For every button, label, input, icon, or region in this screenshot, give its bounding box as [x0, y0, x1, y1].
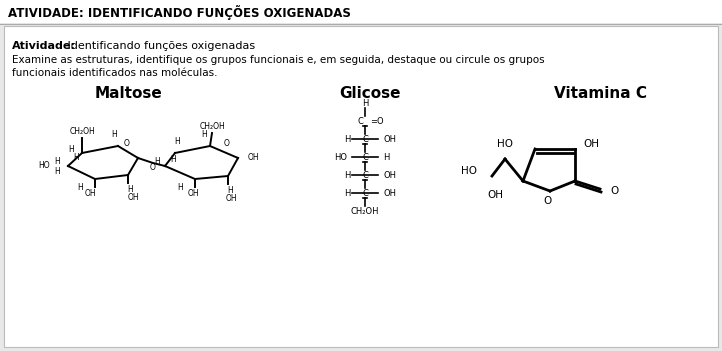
- Text: H: H: [344, 134, 350, 144]
- Text: OH: OH: [84, 189, 96, 198]
- Text: H: H: [127, 185, 133, 194]
- Text: O: O: [544, 196, 552, 206]
- Text: C: C: [362, 171, 368, 179]
- Text: H: H: [227, 186, 233, 195]
- Text: O: O: [124, 139, 130, 147]
- Text: funcionais identificados nas moléculas.: funcionais identificados nas moléculas.: [12, 68, 217, 78]
- Text: CH₂OH: CH₂OH: [69, 127, 95, 136]
- Text: O: O: [150, 164, 156, 172]
- Text: CH₂OH: CH₂OH: [351, 206, 379, 216]
- Text: OH: OH: [225, 194, 237, 203]
- Text: H: H: [73, 153, 79, 163]
- Text: H: H: [54, 157, 60, 166]
- Text: HO: HO: [334, 152, 347, 161]
- Text: =O: =O: [370, 117, 383, 126]
- Text: H: H: [170, 154, 175, 164]
- Text: HO: HO: [38, 161, 50, 171]
- Text: H: H: [383, 152, 389, 161]
- Text: H: H: [111, 130, 117, 139]
- Text: Atividade:: Atividade:: [12, 41, 76, 51]
- Text: H: H: [69, 146, 74, 154]
- Text: C: C: [362, 152, 368, 161]
- Text: O: O: [224, 139, 230, 147]
- Text: Glicose: Glicose: [339, 86, 401, 101]
- Text: H: H: [201, 130, 207, 139]
- Text: H: H: [177, 183, 183, 192]
- Text: H: H: [77, 183, 83, 192]
- Text: ATIVIDADE: IDENTIFICANDO FUNÇÕES OXIGENADAS: ATIVIDADE: IDENTIFICANDO FUNÇÕES OXIGENA…: [8, 5, 351, 20]
- Bar: [0, 0, 722, 23]
- Text: C: C: [362, 188, 368, 198]
- Text: H: H: [174, 137, 180, 146]
- Text: HO: HO: [497, 139, 513, 149]
- Text: OH: OH: [487, 190, 503, 200]
- Text: OH: OH: [248, 153, 260, 163]
- Text: H: H: [155, 157, 160, 166]
- Text: OH: OH: [187, 189, 199, 198]
- Text: O: O: [610, 186, 618, 196]
- Text: OH: OH: [583, 139, 599, 149]
- Text: Maltose: Maltose: [94, 86, 162, 101]
- Text: Vitamina C: Vitamina C: [554, 86, 646, 101]
- Text: H: H: [344, 171, 350, 179]
- Text: H: H: [54, 166, 60, 176]
- Text: OH: OH: [383, 188, 396, 198]
- Text: CH₂OH: CH₂OH: [199, 122, 225, 131]
- Text: C: C: [357, 117, 363, 126]
- Text: H: H: [344, 188, 350, 198]
- Text: OH: OH: [127, 193, 139, 202]
- Text: OH: OH: [383, 171, 396, 179]
- Text: Examine as estruturas, identifique os grupos funcionais e, em seguida, destaque : Examine as estruturas, identifique os gr…: [12, 55, 544, 65]
- Text: HO: HO: [461, 166, 477, 176]
- Text: C: C: [362, 134, 368, 144]
- Text: Identificando funções oxigenadas: Identificando funções oxigenadas: [64, 41, 255, 51]
- Text: OH: OH: [383, 134, 396, 144]
- FancyBboxPatch shape: [4, 26, 718, 347]
- Text: H: H: [362, 99, 368, 107]
